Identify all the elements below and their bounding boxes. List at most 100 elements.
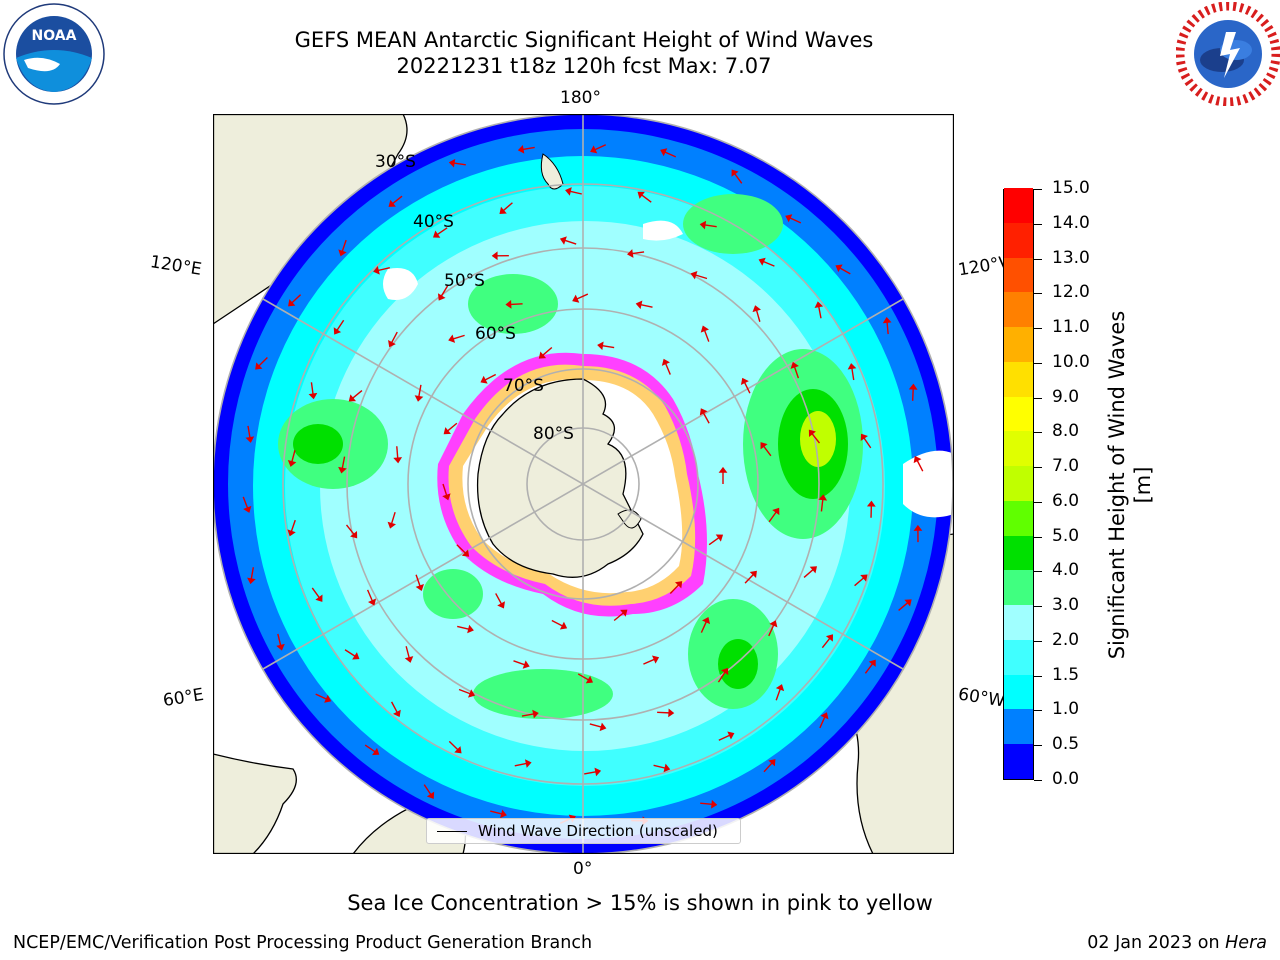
- wind-wave-arrow-head: [727, 731, 735, 740]
- colorbar-tick-label: 2.0: [1052, 629, 1080, 650]
- wind-wave-arrow-head: [818, 494, 828, 501]
- wind-wave-arrow-head: [825, 634, 834, 642]
- wind-wave-arrow-shaft: [436, 227, 448, 236]
- wind-wave-arrow-head: [847, 363, 857, 370]
- wind-wave-arrow-head: [637, 191, 645, 199]
- wind-wave-arrow-shaft: [863, 437, 872, 449]
- colorbar-segment: [1004, 743, 1033, 779]
- map-canvas: [213, 114, 954, 854]
- wind-wave-arrow-shaft: [703, 330, 710, 342]
- wind-wave-arrow-shaft: [366, 589, 373, 602]
- wind-wave-arrow-head: [860, 574, 868, 582]
- wind-wave-arrow-head: [559, 236, 567, 245]
- wind-wave-arrow-head: [448, 334, 456, 343]
- wind-wave-arrow-shaft: [768, 624, 775, 637]
- wind-wave-arrow-head: [635, 300, 643, 310]
- footer-date-text: 02 Jan 2023 on: [1087, 933, 1226, 953]
- noaa-logo: NOAA: [3, 3, 105, 105]
- colorbar-segment: [1004, 396, 1033, 432]
- lon-label-60e: 60°E: [161, 684, 206, 712]
- colorbar-tick-label: 11.0: [1052, 317, 1090, 338]
- wind-wave-arrow-shaft: [916, 460, 924, 472]
- wind-wave-arrow-shaft: [653, 764, 666, 769]
- lon-label-0: 0°: [573, 859, 593, 879]
- wind-wave-arrow-head: [599, 722, 607, 732]
- colorbar-tick: [1034, 780, 1042, 781]
- wind-wave-arrow-shaft: [700, 802, 713, 806]
- wind-wave-arrow-shaft: [763, 762, 773, 773]
- wind-wave-arrow-shaft: [613, 612, 624, 622]
- wind-wave-arrow-head: [415, 584, 424, 591]
- lat-label-80s: 80°S: [533, 424, 574, 444]
- colorbar-tick: [1034, 536, 1042, 538]
- colorbar-tick-label: 14.0: [1052, 212, 1090, 233]
- wind-wave-arrow-head: [442, 493, 451, 501]
- legend-label: Wind Wave Direction (unscaled): [478, 822, 718, 840]
- wind-wave-arrow-shaft: [418, 384, 422, 397]
- wind-wave-arrow-shaft: [513, 660, 526, 666]
- wind-wave-arrow-shaft: [392, 195, 403, 205]
- colorbar-tick: [1034, 362, 1042, 364]
- wind-wave-arrow-shaft: [456, 544, 466, 554]
- wind-wave-arrow-head: [913, 455, 922, 464]
- wind-wave-arrow-shaft: [576, 293, 589, 300]
- sea-ice-caption: Sea Ice Concentration > 15% is shown in …: [347, 891, 933, 915]
- colorbar-tick: [1034, 397, 1042, 399]
- wind-wave-arrow-head: [597, 341, 604, 351]
- wind-wave-arrow-head: [594, 767, 602, 777]
- wind-wave-arrow-head: [674, 581, 683, 589]
- wind-wave-arrow-shaft: [542, 346, 553, 356]
- wind-wave-arrow-shaft: [522, 146, 535, 151]
- wind-wave-arrow-shaft: [775, 688, 781, 701]
- map-legend: Wind Wave Direction (unscaled): [426, 818, 741, 844]
- wind-wave-arrow-shaft: [521, 713, 534, 717]
- wind-wave-arrow-shaft: [602, 345, 615, 349]
- wind-wave-arrow-head: [809, 566, 818, 574]
- wind-wave-arrow-shaft: [453, 162, 466, 166]
- colorbar-tick-label: 5.0: [1052, 525, 1080, 546]
- wind-wave-arrow-shaft: [569, 190, 582, 195]
- wind-wave-arrow-head: [287, 460, 297, 467]
- legend-line-swatch: [437, 831, 467, 832]
- wind-wave-arrow-shaft: [440, 285, 449, 297]
- wind-wave-arrow-shaft: [851, 368, 855, 381]
- wind-wave-arrow-head: [668, 708, 675, 718]
- wind-wave-arrow-head: [467, 624, 474, 634]
- colorbar-segment: [1004, 709, 1033, 745]
- footer-host: Hera: [1225, 933, 1267, 953]
- wind-wave-arrow-shaft: [708, 537, 720, 546]
- wind-wave-arrow-head: [499, 206, 507, 214]
- wind-wave-arrow-shaft: [839, 267, 851, 275]
- wind-wave-arrow-shaft: [763, 445, 772, 457]
- wind-wave-arrow-shaft: [405, 646, 410, 659]
- wind-wave-arrow-shaft: [744, 574, 754, 584]
- wind-wave-arrow-shaft: [589, 723, 602, 728]
- colorbar-segment: [1004, 187, 1033, 223]
- wind-wave-arrow-head: [324, 694, 332, 703]
- colorbar-tick-label: 10.0: [1052, 351, 1090, 372]
- colorbar-tick: [1034, 223, 1042, 225]
- wind-wave-arrow-shaft: [447, 422, 458, 432]
- wind-wave-arrow-head: [627, 249, 634, 258]
- colorbar-tick-label: 9.0: [1052, 386, 1080, 407]
- wind-wave-arrow-shaft: [448, 740, 459, 751]
- colorbar-tick: [1034, 745, 1042, 747]
- wind-wave-arrow-shaft: [564, 239, 577, 245]
- wind-wave-arrow-head: [721, 667, 729, 676]
- colorbar-segment: [1004, 222, 1033, 258]
- lon-label-180: 180°: [560, 88, 601, 108]
- wind-wave-arrow-shaft: [510, 303, 523, 306]
- wind-wave-arrows: [242, 144, 924, 826]
- wind-wave-arrow-head: [308, 392, 318, 400]
- wind-wave-arrow-head: [775, 684, 785, 692]
- lat-label-70s: 70°S: [503, 376, 544, 396]
- wind-wave-arrow-head: [768, 759, 776, 767]
- wind-wave-arrow-head: [808, 429, 816, 437]
- wind-wave-arrow-head: [700, 325, 709, 333]
- colorbar-tick-label: 12.0: [1052, 282, 1090, 303]
- wind-wave-arrow-head: [367, 598, 377, 606]
- wind-wave-arrow-head: [740, 377, 749, 386]
- wind-wave-arrow-head: [414, 395, 424, 402]
- wind-wave-arrow-shaft: [641, 194, 652, 203]
- wind-wave-arrow-head: [699, 220, 707, 230]
